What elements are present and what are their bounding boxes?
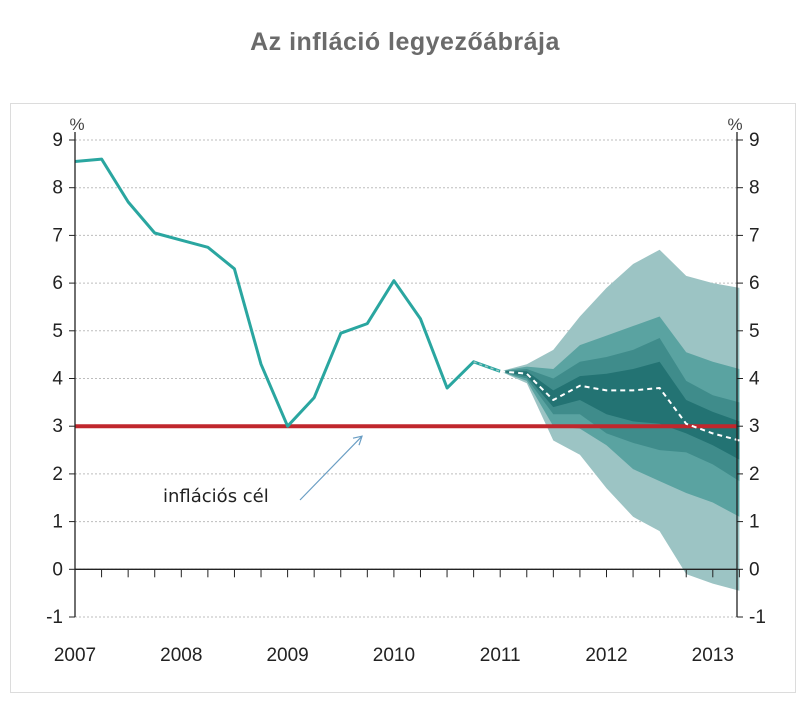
y-tick-label-right: 2 — [749, 464, 760, 485]
y-tick-label-right: 9 — [749, 130, 760, 151]
chart-frame — [10, 103, 796, 693]
y-tick-label-left: -1 — [46, 607, 63, 628]
y-tick-label-right: 5 — [749, 321, 760, 342]
x-tick-label: 2008 — [160, 645, 202, 666]
x-tick-label: 2009 — [266, 645, 308, 666]
y-tick-label-right: 7 — [749, 225, 760, 246]
y-tick-label-left: 0 — [52, 559, 63, 580]
fan-bands — [500, 249, 740, 591]
y-tick-label-left: 4 — [52, 369, 63, 390]
y-tick-label-right: 4 — [749, 369, 760, 390]
y-tick-label-left: 9 — [52, 130, 63, 151]
y-tick-label-left: 5 — [52, 321, 63, 342]
y-tick-label-right: -1 — [749, 607, 766, 628]
x-tick-label: 2010 — [373, 645, 415, 666]
y-unit-label-right: % — [727, 115, 742, 134]
connector-line — [473, 361, 501, 373]
x-tick-label: 2011 — [480, 645, 521, 666]
y-unit-label-left: % — [69, 115, 84, 134]
chart-title: Az infláció legyezőábrája — [250, 28, 560, 56]
x-quarter-ticks — [101, 569, 740, 578]
y-ticks: -1 -1 0 0 1 1 2 2 3 3 4 4 5 5 6 6 7 7 8 8 9 9 — [46, 130, 766, 628]
annotation-arrowhead — [352, 435, 363, 446]
y-tick-label-right: 0 — [749, 559, 760, 580]
forecast-central-line — [500, 370, 740, 442]
y-tick-label-right: 3 — [749, 416, 760, 437]
x-tick-label: 2012 — [585, 645, 627, 666]
annotation-arrow — [299, 435, 363, 501]
x-tick-labels: 2007 2008 2009 2010 2011 2012 2013 — [54, 645, 734, 666]
y-tick-label-left: 8 — [52, 178, 63, 199]
historical-line — [74, 157, 501, 428]
y-tick-label-right: 1 — [749, 512, 760, 533]
y-tick-label-left: 3 — [52, 416, 63, 437]
y-tick-label-right: 6 — [749, 273, 760, 294]
x-tick-label: 2007 — [54, 645, 96, 666]
y-tick-label-left: 2 — [52, 464, 63, 485]
y-tick-label-left: 1 — [52, 512, 63, 533]
fan-band-4 — [500, 361, 740, 460]
y-tick-label-left: 6 — [52, 273, 63, 294]
x-tick-label: 2013 — [692, 645, 734, 666]
y-tick-label-right: 8 — [749, 178, 760, 199]
annotation-label: inflációs cél — [163, 486, 269, 507]
y-tick-label-left: 7 — [52, 225, 63, 246]
